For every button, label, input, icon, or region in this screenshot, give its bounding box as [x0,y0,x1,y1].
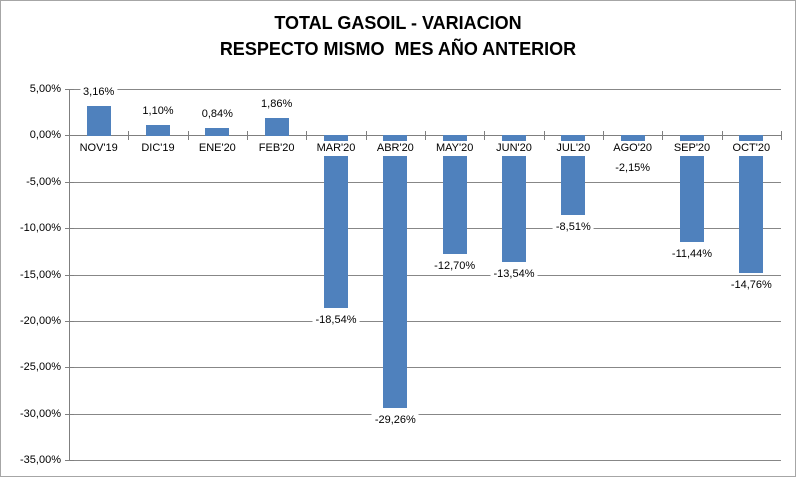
category-label: DIC'19 [138,141,178,156]
x-axis-tick [603,131,604,141]
data-label: -14,76% [727,278,775,294]
data-label: -18,54% [312,313,360,329]
data-label: -29,26% [371,412,419,428]
bar [205,127,230,137]
bar [739,135,764,274]
data-label: -2,15% [612,161,654,177]
data-label: 1,86% [258,97,296,113]
x-axis-tick [425,131,426,141]
bar [502,135,526,262]
gridline [69,181,781,183]
category-label: OCT'20 [729,141,774,156]
gridline [69,89,781,90]
bar [86,106,111,137]
x-axis-tick [781,131,782,141]
category-label: JUN'20 [493,141,535,156]
y-axis-label: -5,00% [26,175,61,188]
x-axis-tick [128,131,130,141]
x-axis-tick [365,131,367,141]
y-axis-label: -35,00% [20,454,61,466]
data-label: -12,70% [431,259,479,275]
category-label: ABR'20 [373,141,417,156]
chart-title-line-2: RESPECTO MISMO MES AÑO ANTERIOR [219,39,577,59]
x-axis-tick [69,131,70,141]
gridline [69,320,781,322]
y-axis-label: -30,00% [20,407,61,420]
category-label: JUL'20 [553,141,594,156]
chart-title: TOTAL GASOIL - VARIACION RESPECTO MISMO … [1,10,795,62]
category-label: MAY'20 [432,141,477,156]
gridline [69,413,781,415]
y-axis-label: 5,00% [29,83,61,95]
category-label: NOV'19 [76,141,121,156]
y-axis-label: -20,00% [20,314,61,327]
bar [146,125,170,137]
y-axis-line [69,89,70,461]
bar [264,118,289,137]
category-label: SEP'20 [670,141,714,156]
data-label: 0,84% [198,106,236,122]
x-axis-tick [187,131,189,141]
data-label: 1,10% [139,104,177,120]
category-label: FEB'20 [255,141,298,156]
x-axis-tick [662,131,664,141]
gridline [69,460,781,461]
category-label: AGO'20 [610,141,656,156]
gridline [69,367,781,369]
x-axis-tick [306,131,308,141]
data-label: -11,44% [668,247,716,263]
y-axis-label: -25,00% [20,361,61,374]
gridline [69,274,781,276]
gridline [69,228,781,230]
data-label: 3,16% [80,85,118,101]
x-axis-tick [247,131,248,141]
category-label: ENE'20 [195,141,239,156]
x-axis-tick [543,131,545,141]
y-axis-label: -10,00% [20,222,61,235]
category-label: MAR'20 [313,141,359,156]
x-axis-tick [484,131,486,141]
data-label: -8,51% [552,220,594,236]
bar [324,135,348,309]
data-label: -13,54% [490,266,538,282]
bar [383,135,408,408]
y-axis-label: -15,00% [20,268,61,281]
y-axis-label: 0,00% [29,129,61,142]
x-axis-tick [721,131,723,141]
chart-title-line-1: TOTAL GASOIL - VARIACION [274,13,522,33]
